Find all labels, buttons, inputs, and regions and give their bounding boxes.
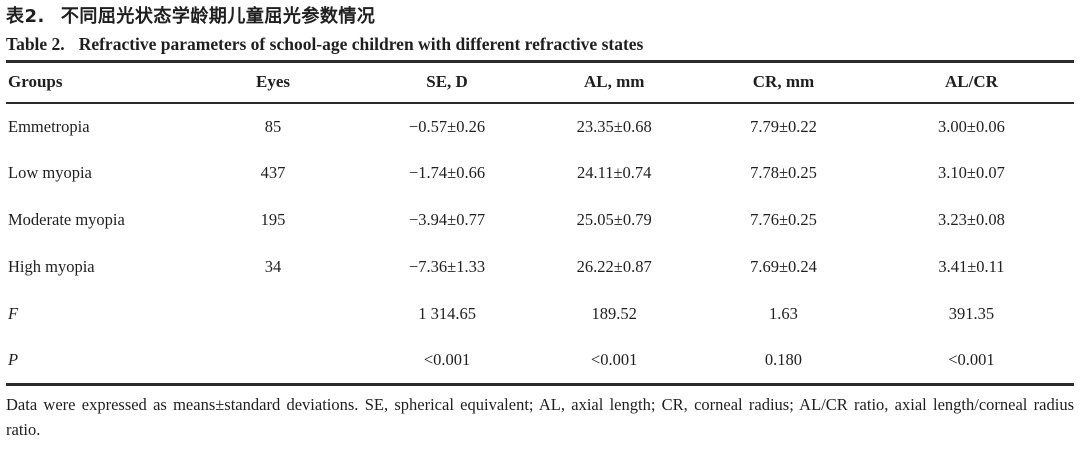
table-caption-chinese-label: 表2. [6,6,45,27]
table-cell: 1.63 [769,304,798,323]
table-cell: 0.180 [764,350,803,370]
table-caption-english-text: Refractive parameters of school-age chil… [78,34,644,54]
column-header-alcr: AL/CR [868,61,1074,104]
table-cell: 7.76±0.25 [750,210,817,229]
table-cell: 34 [264,257,282,276]
table-cell: 195 [260,210,286,229]
table-cell: 7.79±0.22 [750,116,817,136]
table-row-moderate-myopia: Moderate myopia 195 −3.94±0.77 25.05±0.7… [6,197,1074,244]
table-cell: <0.001 [590,350,638,370]
table-cell: −1.74±0.66 [409,163,486,182]
table-cell: 25.05±0.79 [576,210,652,229]
table-cell: 7.69±0.24 [750,257,817,276]
table-cell: 85 [264,116,282,136]
refractive-parameters-table: Groups Eyes SE, D AL, mm CR, mm AL/CR Em… [6,60,1074,386]
table-cell: 3.00±0.06 [938,116,1005,136]
table-caption-english: Table 2. Refractive parameters of school-… [6,32,1074,57]
table-row-emmetropia: Emmetropia 85 −0.57±0.26 23.35±0.68 7.79… [6,103,1074,150]
table-row-low-myopia: Low myopia 437 −1.74±0.66 24.11±0.74 7.7… [6,150,1074,197]
column-header-se: SE, D [363,61,531,104]
table-cell: −0.57±0.26 [409,116,486,136]
row-label: Moderate myopia [8,210,125,229]
table-row-f-statistic: F 1 314.65 189.52 1.63 391.35 [6,291,1074,338]
table-caption-chinese-text: 不同屈光状态学龄期儿童屈光参数情况 [60,6,376,27]
table-cell [182,338,364,385]
row-label-p: P [8,350,19,370]
table-header-row: Groups Eyes SE, D AL, mm CR, mm AL/CR [6,61,1074,104]
table-cell: 3.41±0.11 [938,257,1005,276]
table-footnote: Data were expressed as means±standard de… [6,395,1074,439]
table-cell: 24.11±0.74 [576,163,652,182]
column-header-cr: CR, mm [698,61,869,104]
table-cell: 3.10±0.07 [938,163,1005,182]
row-label-f: F [8,304,19,323]
row-label: Emmetropia [8,116,90,136]
table-cell: <0.001 [948,350,995,370]
table-cell: −7.36±1.33 [409,257,486,276]
table-cell: 437 [260,163,286,182]
table-caption-english-label: Table 2. [6,34,65,54]
table-cell: 391.35 [948,304,995,323]
table-row-p-value: P <0.001 <0.001 0.180 <0.001 [6,338,1074,385]
table-cell: 23.35±0.68 [576,116,652,136]
table-cell: 26.22±0.87 [576,257,652,276]
table-cell: −3.94±0.77 [409,210,486,229]
row-label: High myopia [8,257,95,276]
table-caption-chinese: 表2. 不同屈光状态学龄期儿童屈光参数情况 [6,4,1074,30]
column-header-eyes: Eyes [182,61,364,104]
column-header-groups: Groups [6,61,183,104]
row-label: Low myopia [8,163,92,182]
table-cell: 7.78±0.25 [750,163,817,182]
table-cell: 1 314.65 [418,304,476,323]
table-cell [182,291,364,338]
table-row-high-myopia: High myopia 34 −7.36±1.33 26.22±0.87 7.6… [6,244,1074,291]
column-header-al: AL, mm [530,61,699,104]
table-cell: 3.23±0.08 [938,210,1005,229]
table-cell: 189.52 [591,304,637,323]
table-cell: <0.001 [423,350,471,370]
